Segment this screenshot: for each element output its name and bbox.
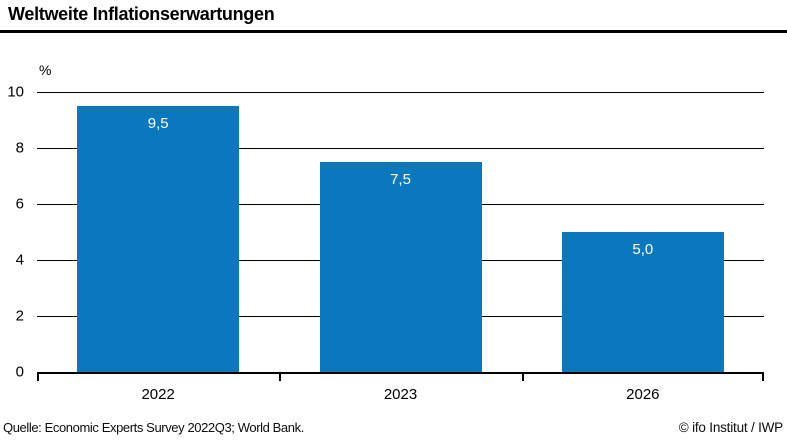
y-tick-label-6: 6 (15, 195, 24, 213)
bar-value-label-2026: 5,0 (632, 241, 654, 258)
x-axis-tick-0 (37, 372, 39, 381)
bar-2022 (77, 106, 240, 372)
y-tick-label-4: 4 (15, 251, 24, 269)
title-divider (0, 30, 787, 33)
y-tick-label-8: 8 (15, 139, 24, 157)
bar-2026 (561, 232, 724, 372)
x-tick-label-2023: 2023 (383, 386, 418, 403)
x-axis-tick-1 (279, 372, 282, 381)
x-axis-line (37, 372, 764, 374)
y-tick-label-0: 0 (15, 363, 24, 381)
x-axis-tick-3 (762, 372, 764, 381)
y-tick-label-10: 10 (7, 83, 24, 101)
y-axis-unit-label: % (39, 62, 52, 78)
chart-title: Weltweite Inflationserwartungen (8, 4, 275, 24)
copyright-credit: © ifo Institut / IWP (678, 420, 783, 435)
bar-value-label-2022: 9,5 (147, 115, 169, 132)
bar-2023 (319, 162, 482, 372)
x-tick-label-2022: 2022 (141, 386, 175, 403)
gridline-10 (37, 91, 764, 93)
bar-value-label-2023: 7,5 (390, 171, 411, 188)
y-tick-label-2: 2 (15, 307, 24, 325)
gridline-8 (37, 147, 764, 149)
x-tick-label-2026: 2026 (626, 386, 660, 403)
source-note: Quelle: Economic Experts Survey 2022Q3; … (3, 420, 304, 435)
x-axis-tick-2 (521, 372, 524, 381)
